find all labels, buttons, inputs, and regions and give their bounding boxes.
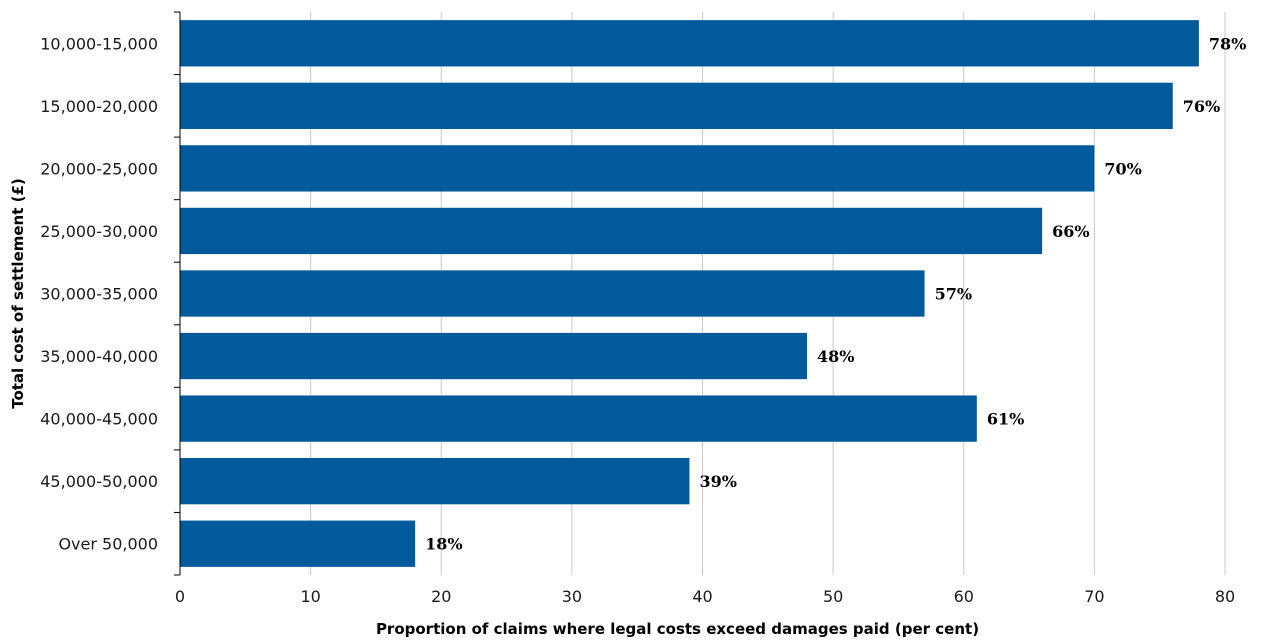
- bar: [180, 145, 1095, 192]
- data-label: 48%: [817, 347, 854, 366]
- category-label: 10,000-15,000: [40, 34, 158, 53]
- x-tick-label: 40: [692, 587, 712, 606]
- x-tick-label: 70: [1084, 587, 1104, 606]
- bar: [180, 20, 1199, 67]
- bar: [180, 520, 416, 567]
- category-label: 40,000-45,000: [40, 410, 158, 429]
- axes: [174, 11, 181, 576]
- data-label: 57%: [935, 285, 972, 304]
- data-label: 70%: [1104, 159, 1141, 178]
- x-axis-title: Proportion of claims where legal costs e…: [376, 620, 979, 638]
- x-tick-label: 50: [823, 587, 843, 606]
- x-tick-label: 80: [1215, 587, 1235, 606]
- category-label: 20,000-25,000: [40, 159, 158, 178]
- category-label: 25,000-30,000: [40, 222, 158, 241]
- labels: 0 10 20 30 40 50 60 70 80 10,000-15,000 78% 15,000-…: [40, 34, 1246, 606]
- x-tick-label: 30: [562, 587, 582, 606]
- category-label: 15,000-20,000: [40, 97, 158, 116]
- x-tick-label: 60: [954, 587, 974, 606]
- bar: [180, 270, 925, 317]
- bars: [180, 20, 1199, 567]
- x-tick-label: 10: [300, 587, 320, 606]
- data-label: 66%: [1052, 222, 1089, 241]
- category-label: 45,000-50,000: [40, 472, 158, 491]
- data-label: 18%: [425, 535, 462, 554]
- bar: [180, 395, 977, 442]
- category-label: 30,000-35,000: [40, 285, 158, 304]
- bar: [180, 458, 690, 505]
- bar: [180, 82, 1173, 129]
- x-tick-label: 0: [175, 587, 185, 606]
- data-label: 78%: [1209, 34, 1246, 53]
- y-axis-title: Total cost of settlement (£): [9, 178, 27, 409]
- data-label: 76%: [1183, 97, 1220, 116]
- bar: [180, 332, 807, 380]
- data-label: 61%: [987, 410, 1024, 429]
- category-label: 35,000-40,000: [40, 347, 158, 366]
- data-label: 39%: [699, 472, 736, 491]
- x-tick-label: 20: [431, 587, 451, 606]
- category-label: Over 50,000: [58, 535, 158, 554]
- bar: [180, 207, 1043, 255]
